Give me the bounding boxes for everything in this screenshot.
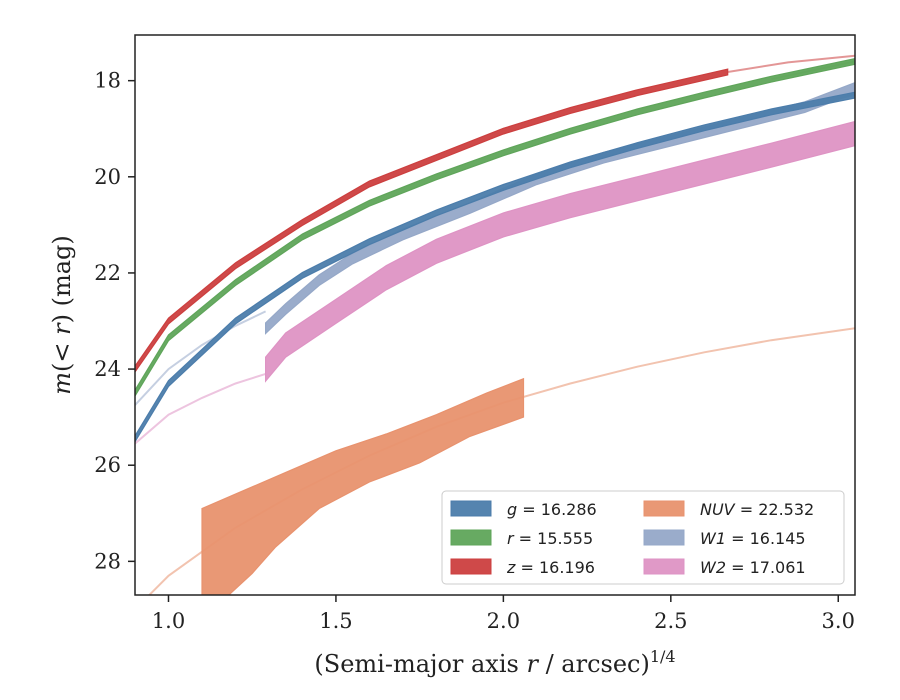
x-axis: 1.0 1.5 2.0 2.5 3.0 — [152, 595, 855, 633]
legend-swatch — [450, 529, 492, 546]
series-g-band — [135, 91, 855, 443]
y-tick-label: 28 — [94, 549, 121, 573]
legend-symbol: W1 — [700, 529, 726, 548]
legend-symbol: g — [507, 500, 517, 519]
y-tick-label: 20 — [94, 165, 121, 189]
x-tick-label: 1.5 — [319, 609, 352, 633]
legend-symbol: z — [506, 558, 516, 577]
y-tick-label: 24 — [94, 357, 121, 381]
legend-value: = 22.532 — [735, 500, 815, 519]
y-axis-label: m(< r) (mag) — [48, 235, 76, 395]
legend-value: = 16.196 — [515, 558, 595, 577]
x-axis-label: (Semi-major axis r / arcsec)1/4 — [314, 647, 675, 678]
series-nuv-band — [201, 377, 525, 595]
y-axis: 18 20 22 24 26 28 — [94, 69, 135, 573]
legend-value: = 16.286 — [517, 500, 597, 519]
series-w2-band — [265, 120, 855, 383]
plot-frame — [134, 34, 856, 596]
x-tick-label: 2.5 — [654, 609, 687, 633]
legend-swatch — [643, 558, 685, 575]
legend-entry: z = 16.196 — [506, 558, 595, 577]
y-tick-label: 26 — [94, 453, 121, 477]
legend-entry: r = 15.555 — [507, 529, 593, 548]
x-tick-label: 1.0 — [152, 609, 185, 633]
legend-value: = 17.061 — [726, 558, 806, 577]
x-tick-label: 2.0 — [487, 609, 520, 633]
series-w1-fit — [135, 310, 267, 406]
series-z-fit — [727, 54, 855, 73]
series-z-band — [135, 68, 729, 374]
legend-symbol: W2 — [700, 558, 726, 577]
series-w2-fit — [135, 372, 266, 445]
legend-swatch — [643, 500, 685, 517]
series-r-band — [135, 57, 855, 398]
legend-entry: W1 = 16.145 — [700, 529, 806, 548]
legend-swatch — [450, 500, 492, 517]
legend-swatch — [643, 529, 685, 546]
legend-entry: NUV = 22.532 — [700, 500, 814, 519]
plot-area — [135, 54, 855, 595]
legend-swatch — [450, 558, 492, 575]
legend-box — [441, 490, 845, 585]
y-tick-label: 18 — [94, 69, 121, 93]
legend-value: = 15.555 — [514, 529, 594, 548]
y-tick-label: 22 — [94, 261, 121, 285]
x-tick-label: 3.0 — [822, 609, 855, 633]
legend-symbol: NUV — [700, 500, 736, 519]
legend-entry: g = 16.286 — [507, 500, 597, 519]
legend-entry: W2 = 17.061 — [700, 558, 806, 577]
legend-symbol: r — [507, 529, 515, 548]
legend-value: = 16.145 — [726, 529, 806, 548]
